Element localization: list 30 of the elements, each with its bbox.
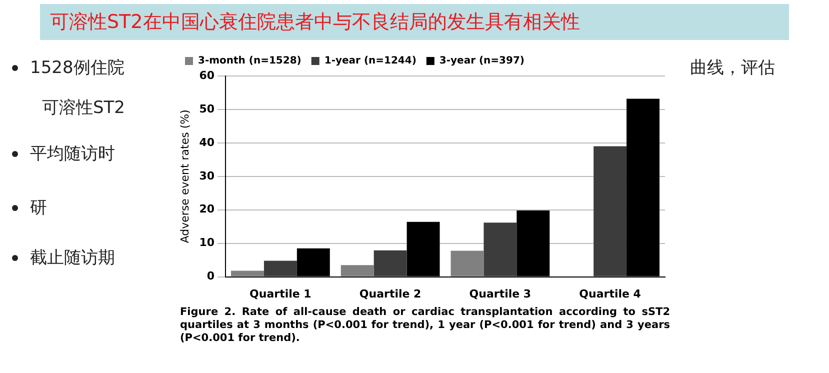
y-tick-label: 50 — [199, 102, 215, 116]
text: 可溶性ST2 — [42, 97, 125, 119]
y-axis-title: Adverse event rates (%) — [178, 110, 192, 244]
bar — [264, 260, 297, 276]
text: 平均随访时 — [12, 142, 115, 165]
text: 1528例住院 — [12, 56, 124, 79]
text: 截止随访期 — [12, 246, 115, 269]
bar — [374, 250, 407, 276]
legend-label: 1-year (n=1244) — [324, 56, 416, 67]
bar — [450, 250, 484, 276]
bar — [231, 270, 264, 276]
text: 曲线，评估 — [690, 57, 775, 79]
x-tick-label: Quartile 2 — [359, 287, 422, 300]
x-tick-label: Quartile 3 — [469, 287, 532, 300]
chart-title: 可溶性ST2在中国心衰住院患者中与不良结局的发生具有相关性 — [40, 4, 789, 40]
legend-label: 3-year (n=397) — [439, 56, 525, 67]
text: 研 — [12, 196, 47, 219]
x-tick-label: Quartile 4 — [579, 287, 642, 300]
y-tick-label: 60 — [199, 68, 215, 82]
y-tick-label: 30 — [199, 169, 215, 182]
legend-label: 3-month (n=1528) — [198, 56, 302, 67]
y-tick-label: 0 — [206, 270, 215, 283]
bar — [484, 222, 517, 276]
caption: Figure 2. Rate of all-cause death or cardiac transplantation according to sST2 quartiles at 3 months (P<0.001 for trend), 1 year (P<0.001 for trend) and 3 years (P<0.001 for trend). — [180, 306, 670, 345]
y-tick-label: 40 — [199, 136, 215, 149]
bar — [594, 146, 627, 276]
y-tick-label: 10 — [199, 236, 215, 250]
y-tick-label: 20 — [199, 202, 215, 216]
bar — [340, 265, 374, 276]
x-tick-label: Quartile 1 — [250, 287, 312, 300]
